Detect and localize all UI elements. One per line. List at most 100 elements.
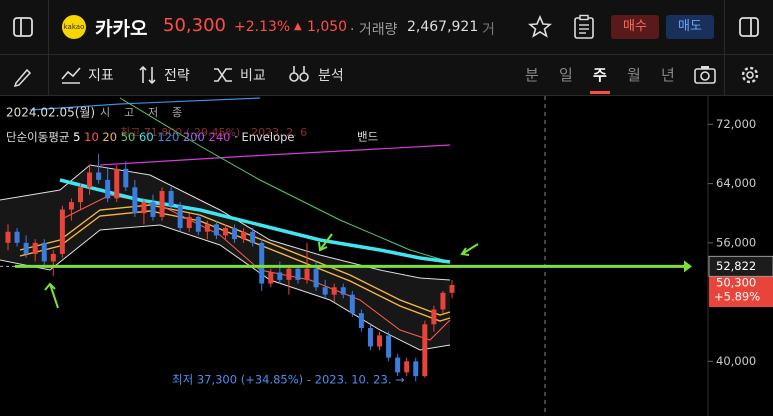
sidebar-icon[interactable]: [12, 16, 34, 38]
low-note: 최저 37,300 (+34.85%) - 2023. 10. 23. →: [172, 373, 405, 387]
settings-icon[interactable]: [739, 64, 761, 86]
guide-price-label: 52,822: [716, 259, 756, 273]
ma-line: [19, 210, 451, 322]
candle-body: [304, 268, 310, 280]
band-label: 밴드: [357, 130, 378, 144]
candle-body: [232, 228, 238, 240]
candle-body: [141, 202, 147, 214]
y-tick-label: 40,000: [716, 354, 756, 368]
period-tab[interactable]: 년: [661, 66, 675, 84]
candle-body: [159, 191, 165, 217]
candle-body: [177, 205, 183, 229]
price: 50,300: [163, 15, 226, 36]
candle-body: [213, 224, 219, 236]
indicator-icon[interactable]: [60, 65, 82, 85]
candle-body: [204, 224, 210, 232]
ohlc-label: 시: [100, 106, 110, 119]
ma-period: 10: [84, 130, 99, 144]
candle-body: [413, 361, 419, 377]
price-chart[interactable]: 2024.02.05(월) 시 고 저 종최고 71,800 (-29.45%) - 2…: [0, 96, 773, 416]
candle-body: [295, 268, 301, 280]
candle-body: [123, 168, 129, 188]
candle-body: [422, 324, 428, 377]
candle-body: [277, 272, 283, 280]
ma-label: 단순이동평균: [6, 130, 69, 144]
tool-button[interactable]: 전략: [164, 68, 190, 84]
candle-body: [367, 327, 373, 347]
favorite-icon[interactable]: [528, 15, 552, 39]
panel-icon[interactable]: [738, 16, 760, 38]
candle-body: [87, 172, 93, 188]
camera-icon[interactable]: [693, 64, 717, 86]
candle-body: [377, 335, 383, 347]
candle-body: [349, 294, 355, 314]
candle-body: [96, 172, 102, 180]
candle-body: [41, 242, 47, 262]
last-price-label: 50,300: [716, 276, 756, 290]
toolbar: 지표 전략 비교 분석 분 일 주 월 년: [0, 55, 773, 96]
candle-body: [114, 168, 120, 199]
candle-body: [168, 191, 174, 206]
strategy-icon[interactable]: [137, 65, 159, 85]
candle-body: [431, 309, 437, 325]
ohlc-label: 저: [148, 106, 158, 119]
sell-button[interactable]: 매도: [666, 15, 714, 39]
ma-line: [119, 97, 451, 263]
candle-body: [386, 335, 392, 358]
draw-icon[interactable]: [12, 65, 34, 87]
period-tab[interactable]: 월: [627, 66, 641, 84]
header: kakao 카카오 50,300 +2.13% ▲ 1,050 · 거래량 2,…: [0, 0, 773, 55]
change-arrow: ▲: [294, 21, 302, 32]
ma-period: 60: [139, 130, 154, 144]
candle-body: [322, 287, 328, 295]
candle-body: [50, 253, 56, 262]
y-tick-label: 64,000: [716, 176, 756, 190]
period-tab[interactable]: 일: [559, 66, 573, 84]
buy-button[interactable]: 매수: [611, 15, 659, 39]
candle-body: [440, 292, 446, 310]
high-note: 최고 71,800 (-29.45%) - 2023. 2. 6: [120, 126, 307, 139]
ma-line: [59, 178, 451, 264]
candle-body: [132, 187, 138, 214]
ma-line: [99, 144, 451, 166]
envelope-label: · Envelope: [234, 130, 294, 144]
ohlc-label: 고: [124, 106, 134, 119]
envelope-fill: [0, 165, 450, 350]
analysis-icon[interactable]: [288, 64, 310, 86]
active-underline: [590, 91, 610, 94]
last-change-label: +5.89%: [714, 290, 760, 304]
candle-body: [358, 313, 364, 328]
candle-body: [449, 285, 455, 293]
candle-body: [105, 179, 111, 199]
candle-body: [186, 216, 192, 229]
candle-body: [395, 357, 401, 373]
period-tab[interactable]: 분: [525, 66, 539, 84]
candle-body: [32, 242, 38, 254]
tool-button[interactable]: 분석: [318, 68, 344, 84]
period-tab[interactable]: 주: [593, 66, 607, 84]
candle-body: [77, 187, 83, 203]
memo-icon[interactable]: [573, 14, 595, 40]
candle-body: [331, 287, 337, 295]
ma-period: 5: [73, 130, 80, 144]
tool-button[interactable]: 비교: [240, 68, 266, 84]
guide-price-box: [708, 255, 773, 277]
candle-body: [340, 287, 346, 295]
guide-arrow: [684, 260, 692, 273]
candle-body: [313, 268, 319, 288]
candle-body: [150, 202, 156, 217]
tool-button[interactable]: 지표: [88, 68, 114, 84]
candle-body: [23, 242, 29, 254]
ma-line: [19, 204, 451, 316]
last-price-box: [709, 275, 773, 308]
candle-body: [404, 361, 410, 373]
volume-label: · 거래량: [350, 22, 398, 38]
candle-body: [259, 242, 265, 284]
stock-name[interactable]: 카카오: [95, 18, 148, 40]
ma-period: 200: [183, 130, 205, 144]
compare-icon[interactable]: [212, 65, 234, 85]
ma-period: 120: [157, 130, 179, 144]
envelope-line: [0, 164, 451, 281]
candle-body: [59, 209, 65, 254]
